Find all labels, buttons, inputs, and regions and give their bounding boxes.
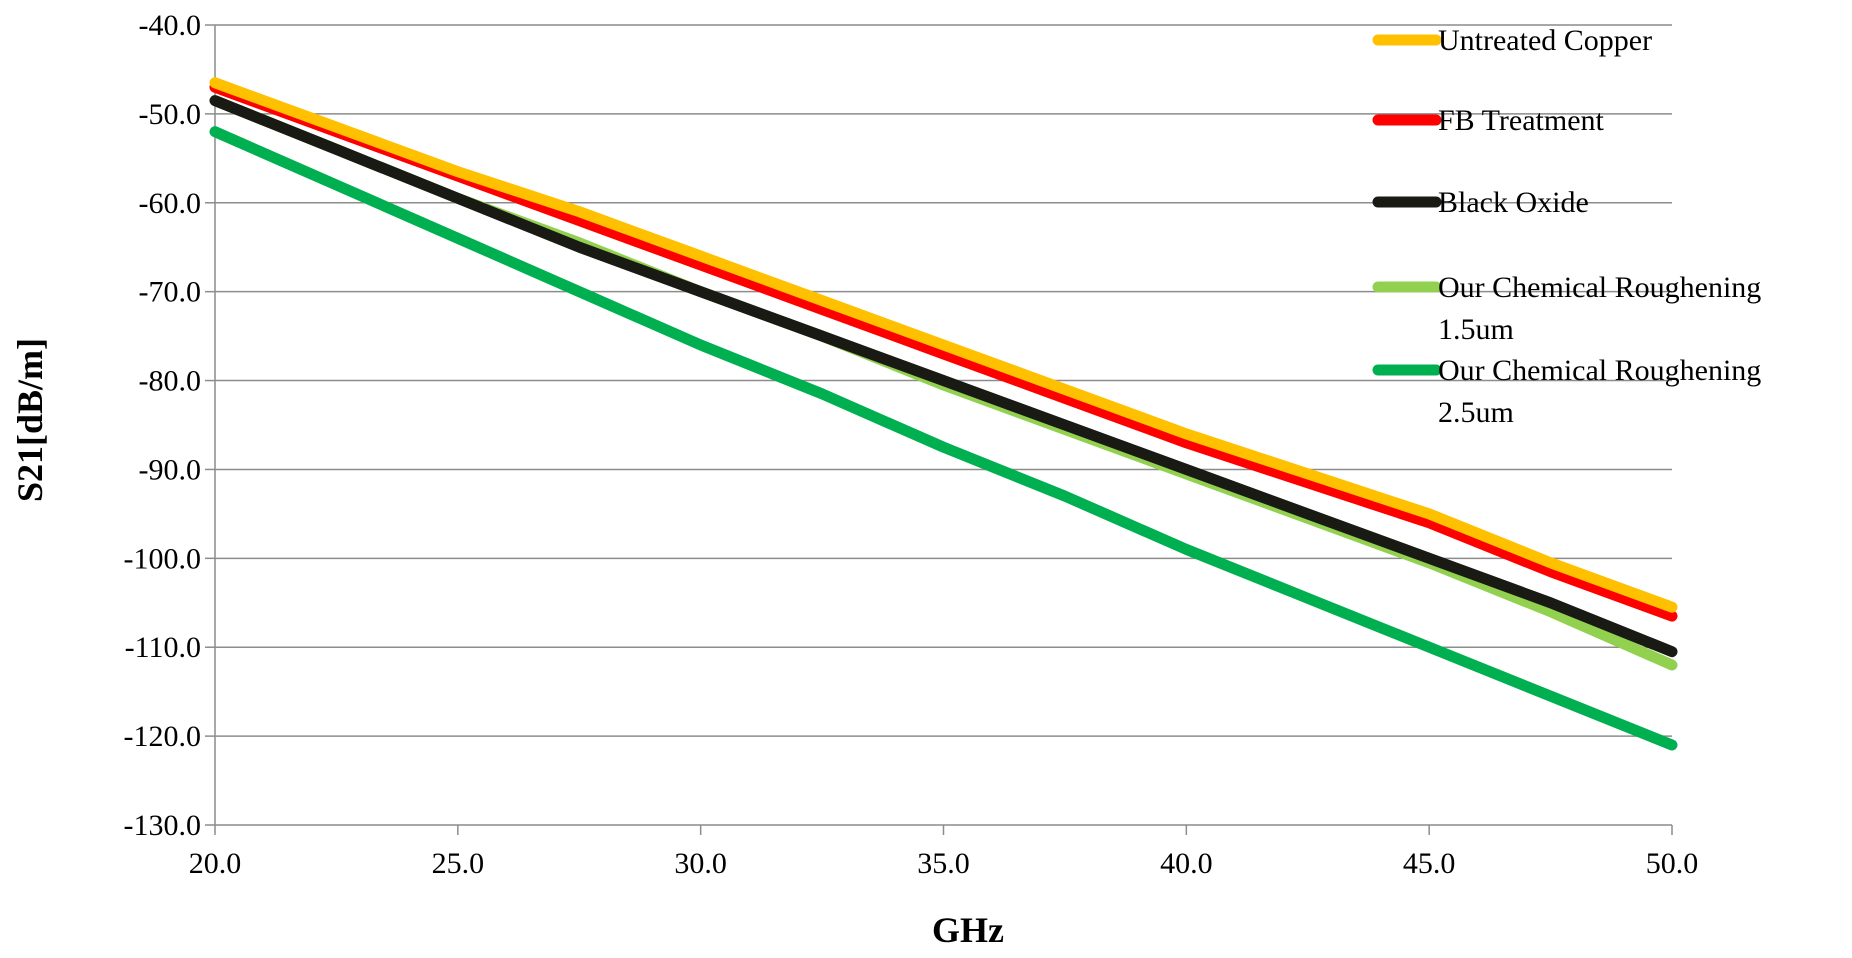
x-tick-label: 35.0 <box>917 847 970 880</box>
legend-label: 1.5um <box>1438 313 1514 346</box>
y-tick-label: -120.0 <box>124 720 202 753</box>
y-tick-label: -130.0 <box>124 809 202 842</box>
series-line <box>209 77 1678 613</box>
legend: Untreated Copper FB Treatment Black Oxide O… <box>1372 24 1761 429</box>
legend-label: 2.5um <box>1438 396 1514 429</box>
legend-label: Untreated Copper <box>1438 24 1652 57</box>
y-tick-label: -70.0 <box>139 276 202 309</box>
y-tick-label: -110.0 <box>125 631 201 664</box>
x-axis-title: GHz <box>932 910 1004 950</box>
x-tick-label: 45.0 <box>1403 847 1456 880</box>
legend-label: FB Treatment <box>1438 104 1605 137</box>
x-tick-label: 25.0 <box>432 847 485 880</box>
y-tick-label: -90.0 <box>139 453 202 486</box>
y-tick-label: -60.0 <box>139 187 202 220</box>
axes: -40.0 -50.0 -60.0 -70.0 -80.0 -90.0 -100.0 -110… <box>124 9 1699 880</box>
y-tick-label: -80.0 <box>139 365 202 398</box>
series-line <box>209 95 1678 658</box>
x-tick-label: 50.0 <box>1646 847 1699 880</box>
data-series <box>209 77 1678 751</box>
y-axis-title: S21[dB/m] <box>10 338 50 502</box>
x-tick-label: 40.0 <box>1160 847 1213 880</box>
series-line <box>209 126 1678 751</box>
y-tick-label: -50.0 <box>139 98 202 131</box>
legend-label: Our Chemical Roughening <box>1438 271 1761 304</box>
legend-label: Our Chemical Roughening <box>1438 354 1761 387</box>
y-tick-label: -40.0 <box>139 9 202 42</box>
legend-label: Black Oxide <box>1438 186 1589 219</box>
x-tick-label: 20.0 <box>189 847 242 880</box>
y-tick-label: -100.0 <box>124 542 202 575</box>
x-tick-label: 30.0 <box>674 847 727 880</box>
